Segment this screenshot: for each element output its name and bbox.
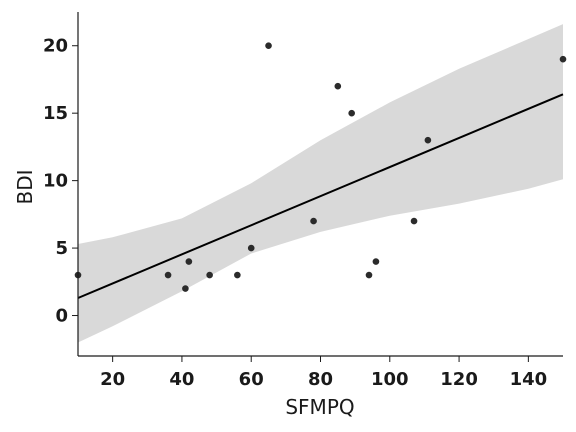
x-tick-label: 40 — [169, 369, 194, 390]
data-point — [334, 82, 342, 90]
data-point — [372, 258, 380, 265]
y-tick-label: 0 — [55, 306, 68, 327]
plot-area — [74, 24, 567, 343]
x-tick-label: 140 — [510, 369, 548, 390]
y-tick-label: 10 — [43, 171, 68, 192]
y-axis-label: BDI — [13, 169, 37, 204]
data-point — [185, 258, 193, 265]
x-tick-label: 80 — [308, 369, 333, 390]
x-tick-label: 100 — [371, 369, 409, 390]
data-point — [265, 42, 272, 50]
x-tick-label: 120 — [440, 369, 478, 390]
data-point — [410, 217, 418, 225]
x-tick-label: 20 — [100, 369, 125, 390]
y-tick-label: 20 — [43, 36, 68, 57]
x-ticks: 20 40 60 80 100 120 140 — [100, 356, 547, 390]
y-tick-label: 15 — [43, 103, 68, 124]
data-point — [424, 136, 432, 144]
data-points — [74, 42, 567, 292]
data-point — [247, 244, 255, 252]
x-axis-label: SFMPQ — [285, 395, 354, 419]
confidence-band — [78, 24, 563, 343]
axes: 20 40 60 80 100 120 140 0 5 10 15 20 — [43, 12, 563, 390]
x-tick-label: 60 — [239, 369, 264, 390]
data-point — [206, 271, 213, 279]
data-point — [348, 109, 355, 117]
y-tick-label: 5 — [55, 238, 68, 259]
data-point — [164, 271, 172, 279]
data-point — [365, 271, 373, 279]
y-ticks: 0 5 10 15 20 — [43, 36, 78, 327]
data-point — [182, 285, 189, 292]
data-point — [234, 271, 241, 279]
regression-line — [77, 93, 564, 299]
data-point — [310, 217, 317, 225]
data-point — [559, 55, 567, 63]
